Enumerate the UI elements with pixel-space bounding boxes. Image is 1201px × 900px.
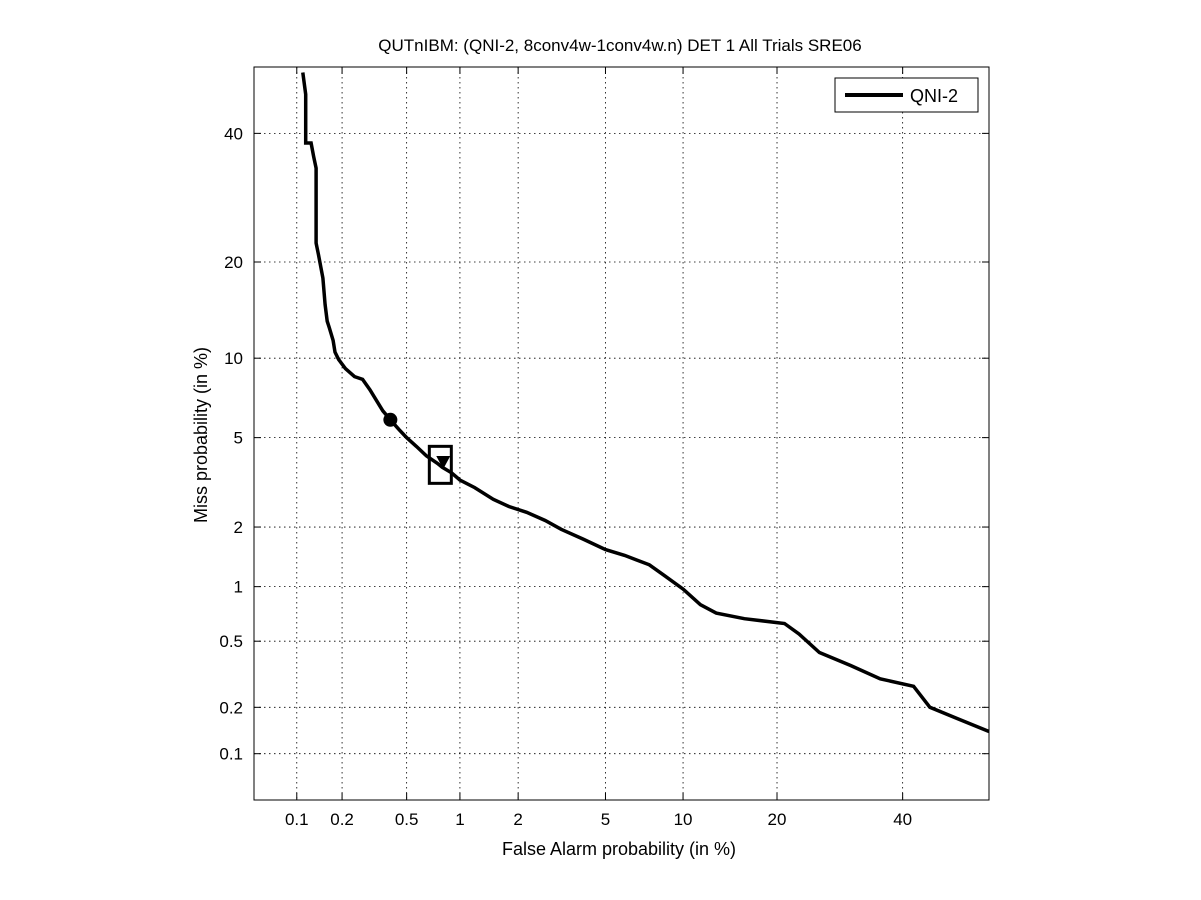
actual-dcf-square-marker: [427, 444, 453, 485]
x-tick-label: 0.2: [330, 810, 354, 829]
x-tick-label: 0.1: [285, 810, 309, 829]
x-axis-ticks: 0.1 0.2 0.5 1 2 5 10 20 40: [285, 67, 912, 829]
y-tick-label: 0.2: [219, 698, 243, 717]
det-curve-line: [301, 72, 990, 734]
y-axis-label: Miss probability (in %): [191, 347, 211, 523]
y-tick-label: 0.5: [219, 632, 243, 651]
y-tick-label: 20: [224, 253, 243, 272]
legend: QNI-2: [834, 77, 979, 113]
legend-label: QNI-2: [910, 86, 958, 106]
y-tick-label: 40: [224, 124, 243, 143]
grid-lines: [254, 67, 989, 800]
y-axis-ticks: 0.1 0.2 0.5 1 2 5 10 20 40: [219, 124, 989, 764]
y-tick-label: 0.1: [219, 745, 243, 764]
x-tick-label: 10: [674, 810, 693, 829]
plot-area-border: [253, 66, 990, 801]
chart-title: QUTnIBM: (QNI-2, 8conv4w-1conv4w.n) DET …: [378, 36, 861, 55]
x-tick-label: 0.5: [395, 810, 419, 829]
x-tick-label: 2: [513, 810, 522, 829]
det-curve-group: [301, 72, 990, 734]
y-tick-label: 10: [224, 349, 243, 368]
eer-triangle-marker: [436, 456, 451, 470]
y-tick-label: 2: [234, 518, 243, 537]
x-tick-label: 20: [768, 810, 787, 829]
min-dcf-circle-marker: [383, 412, 398, 427]
x-tick-label: 5: [601, 810, 610, 829]
x-tick-label: 1: [455, 810, 464, 829]
y-tick-label: 1: [234, 578, 243, 597]
x-tick-label: 40: [893, 810, 912, 829]
operating-point-markers: [383, 412, 453, 485]
y-tick-label: 5: [234, 429, 243, 448]
x-axis-label: False Alarm probability (in %): [502, 839, 736, 859]
